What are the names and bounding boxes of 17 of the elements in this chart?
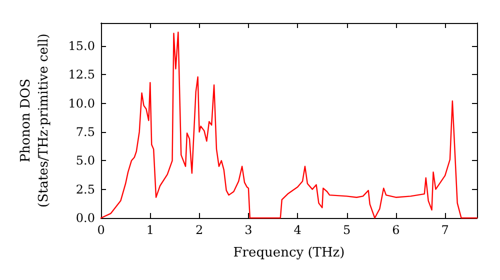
y-tick-label: 5.0	[76, 154, 95, 168]
x-axis-title: Frequency (THz)	[233, 246, 345, 260]
x-tick-label: 4	[294, 223, 302, 237]
x-tick-label: 1	[146, 223, 154, 237]
x-tick-label: 5	[342, 223, 351, 237]
x-tick-label: 7	[441, 223, 449, 237]
x-tick-label: 0	[97, 223, 105, 237]
x-tick-label: 6	[392, 223, 400, 237]
y-tick-label: 2.5	[76, 182, 95, 196]
y-tick-label: 12.5	[68, 68, 95, 82]
y-tick-label: 15.0	[68, 38, 95, 53]
x-tick-label: 2	[195, 223, 204, 237]
y-tick-label: 7.5	[76, 124, 95, 139]
y-tick-label: 10.0	[68, 96, 95, 110]
x-tick-label: 3	[244, 223, 252, 237]
y-tick-label: 0.0	[76, 211, 95, 225]
y-axis-title: Phonon DOS (States/THz·primitive cell)	[18, 33, 52, 208]
